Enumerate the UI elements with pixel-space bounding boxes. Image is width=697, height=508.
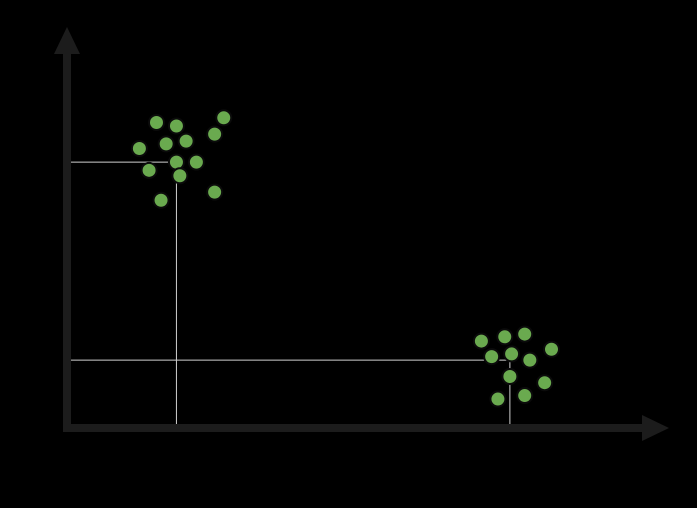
data-point-cluster-1-1 [147,113,165,131]
data-point-cluster-2-11 [489,390,507,408]
data-point-cluster-2-2 [496,328,514,346]
data-point-cluster-1-6 [177,132,195,150]
data-point-cluster-1-10 [140,161,158,179]
data-point-cluster-1-9 [187,153,205,171]
data-points [130,109,560,408]
data-point-cluster-2-9 [536,374,554,392]
data-point-cluster-2-7 [521,351,539,369]
data-point-cluster-2-5 [483,348,501,366]
data-point-cluster-1-4 [130,140,148,158]
data-point-cluster-2-1 [472,332,490,350]
data-point-cluster-1-13 [152,191,170,209]
data-point-cluster-2-4 [543,340,560,358]
axes [54,27,669,441]
data-point-cluster-1-11 [171,167,189,185]
data-point-cluster-2-10 [516,387,534,405]
data-point-cluster-2-3 [516,325,534,343]
x-axis-arrowhead [642,415,669,441]
data-point-cluster-2-8 [501,367,519,385]
data-point-cluster-1-12 [206,183,224,201]
data-point-cluster-1-5 [157,135,175,153]
data-point-cluster-1-8 [167,153,185,171]
data-point-cluster-1-7 [206,125,224,143]
data-point-cluster-1-3 [215,109,233,127]
y-axis-arrowhead [54,27,80,54]
data-point-cluster-2-6 [503,345,521,363]
data-point-cluster-1-2 [167,117,185,135]
